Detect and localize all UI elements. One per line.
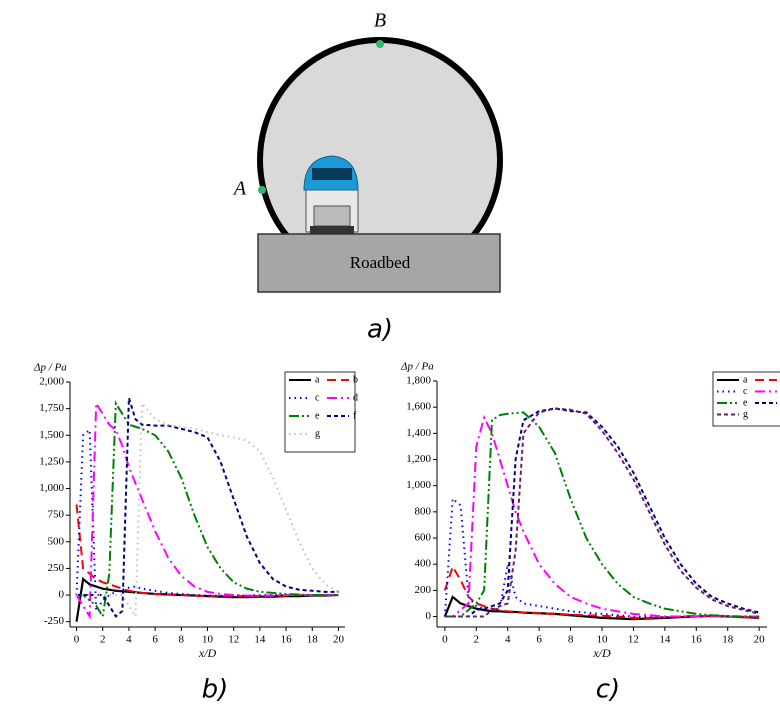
x-tick-label: 12 <box>628 634 639 646</box>
panel-label: a) <box>367 315 393 345</box>
series-line <box>75 399 339 620</box>
series-line <box>444 407 760 618</box>
roadbed-label: Roadbed <box>350 253 411 272</box>
y-tick-label: 1,250 <box>39 455 64 467</box>
x-tick-label: 8 <box>179 634 185 646</box>
point-b <box>376 40 384 48</box>
x-tick-label: 14 <box>659 634 671 646</box>
x-tick-label: 6 <box>152 634 158 646</box>
point-a <box>258 186 266 194</box>
y-tick-label: 200 <box>415 584 432 596</box>
y-tick-label: 1,000 <box>39 482 64 494</box>
y-tick-label: 1,200 <box>406 453 431 465</box>
y-tick-label: -250 <box>44 615 65 627</box>
y-tick-label: 1,800 <box>406 375 431 387</box>
legend-label: e <box>315 410 320 421</box>
chart: -250 0 250 500 750 1,000 1,250 1,500 1,750 2,000 0… <box>33 362 358 660</box>
series-line <box>75 504 339 598</box>
panel-label: c) <box>596 675 620 705</box>
x-tick-label: 10 <box>202 634 214 646</box>
panel-label: b) <box>202 675 229 705</box>
legend-label: c <box>315 392 320 403</box>
y-axis-label: Δp / Pa <box>400 361 434 373</box>
series-line <box>76 397 339 618</box>
y-tick-label: 500 <box>48 535 65 547</box>
y-tick-label: 1,400 <box>406 427 431 439</box>
legend: a b c d e f g <box>284 371 358 453</box>
series-line <box>444 407 760 618</box>
legend-label: e <box>743 397 748 408</box>
y-tick-label: 2,000 <box>39 376 64 388</box>
y-tick-label: 600 <box>415 532 432 544</box>
x-tick-label: 2 <box>100 634 106 646</box>
y-axis-label: Δp / Pa <box>33 362 67 374</box>
legend-label: g <box>315 428 320 439</box>
x-tick-label: 10 <box>597 634 609 646</box>
x-tick-label: 20 <box>333 634 345 646</box>
x-axis-label: x/D <box>592 646 611 660</box>
y-tick-label: 800 <box>415 505 432 517</box>
x-tick-label: 4 <box>505 634 511 646</box>
x-tick-label: 20 <box>754 634 766 646</box>
chart: 0 200 400 600 800 1,000 1,200 1,400 1,600 1,800 0 2… <box>400 361 780 660</box>
y-tick-label: 1,500 <box>39 429 64 441</box>
legend-label: a <box>315 374 320 385</box>
x-tick-label: 18 <box>722 634 734 646</box>
series-line <box>76 400 339 620</box>
x-tick-label: 0 <box>442 634 448 646</box>
legend-label: c <box>743 386 748 397</box>
legend-label: d <box>353 392 358 403</box>
legend-label: a <box>743 374 748 385</box>
x-tick-label: 4 <box>126 634 132 646</box>
legend-box <box>284 371 356 453</box>
x-tick-label: 2 <box>474 634 480 646</box>
series-line <box>444 414 760 618</box>
x-axis-label: x/D <box>198 646 217 660</box>
x-tick-label: 14 <box>254 634 266 646</box>
point-label: B <box>374 10 386 32</box>
y-tick-label: 750 <box>48 509 65 521</box>
y-tick-label: 400 <box>415 558 432 570</box>
x-tick-label: 8 <box>568 634 574 646</box>
x-tick-label: 6 <box>536 634 542 646</box>
point-label: A <box>232 178 247 200</box>
legend-label: b <box>353 374 358 385</box>
x-tick-label: 16 <box>691 634 703 646</box>
y-tick-label: 1,000 <box>406 479 431 491</box>
series-line <box>75 427 339 615</box>
series-line <box>443 496 760 619</box>
y-tick-label: 0 <box>426 610 432 622</box>
y-tick-label: 1,750 <box>39 402 64 414</box>
roadbed <box>257 233 501 293</box>
x-tick-label: 12 <box>228 634 239 646</box>
series-line <box>444 411 760 618</box>
y-tick-label: 250 <box>48 562 65 574</box>
train <box>303 155 359 234</box>
legend-label: f <box>353 410 357 421</box>
tunnel-diagram: Roadbed A B <box>232 10 503 293</box>
x-tick-label: 16 <box>281 634 293 646</box>
legend-label: g <box>743 409 748 420</box>
y-tick-label: 0 <box>59 589 65 601</box>
x-tick-label: 0 <box>74 634 80 646</box>
y-tick-label: 1,600 <box>406 401 431 413</box>
x-tick-label: 18 <box>307 634 319 646</box>
